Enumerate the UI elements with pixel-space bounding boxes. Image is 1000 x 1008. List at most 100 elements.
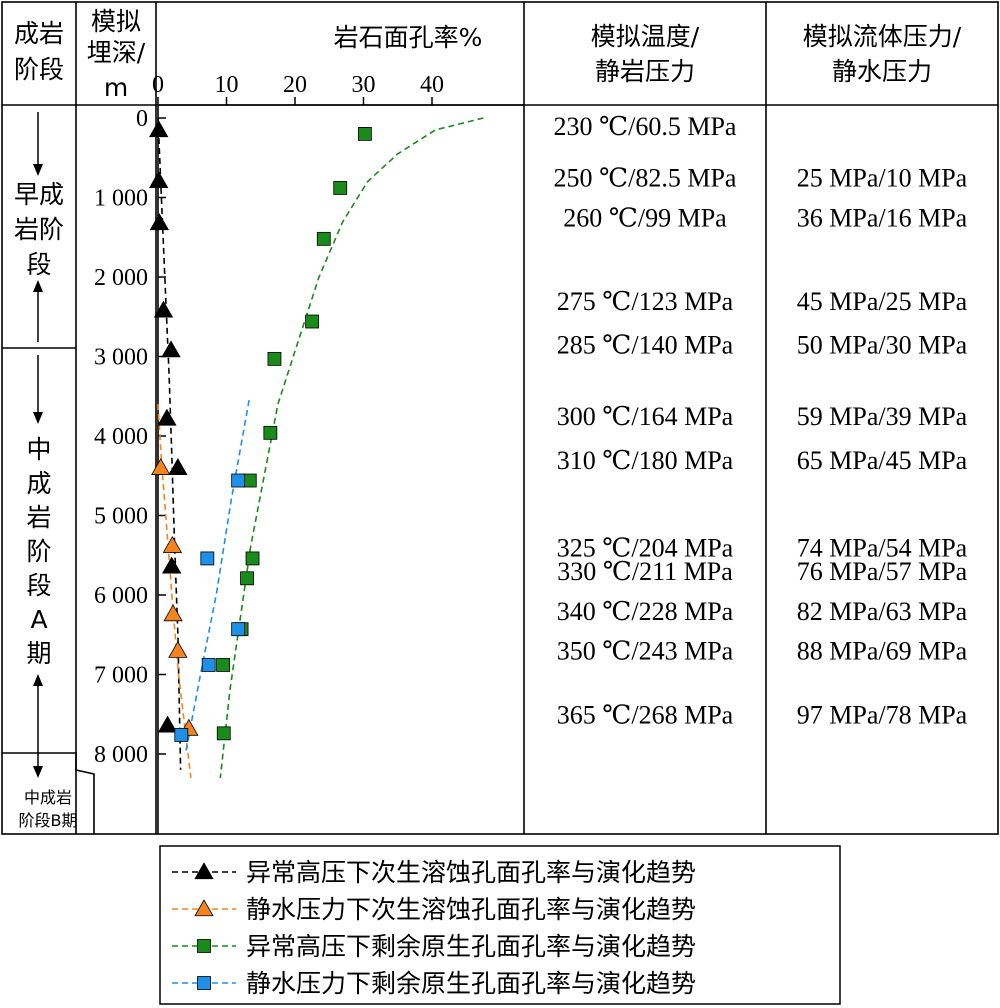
table-frame: [1, 1, 999, 835]
fluid-col-header-line2: 静水压力: [832, 57, 932, 86]
porosity-axis-title: 岩石面孔率%: [334, 23, 483, 52]
temperature-pressure-cell: 350 ℃/243 MPa: [557, 637, 734, 666]
fluid-pressure-cell: 82 MPa/63 MPa: [797, 597, 968, 626]
triangle-marker-series-1: [153, 300, 174, 318]
middle-a-label-4: 阶: [26, 537, 51, 566]
temperature-pressure-cell: 340 ℃/228 MPa: [557, 597, 734, 626]
stage-col-header-line1: 成岩: [14, 19, 64, 48]
y-tick-label: 6 000: [94, 583, 148, 609]
trend-line-series-1: [157, 117, 182, 770]
legend-square-icon: [197, 939, 211, 953]
temperature-pressure-cell: 365 ℃/268 MPa: [557, 700, 734, 729]
square-marker-series-3: [216, 726, 231, 741]
stage-column: 早成 岩阶 段 中 成 岩 阶 段 A 期 中成岩 阶段B期: [14, 112, 78, 830]
triangle-marker-series-2: [163, 604, 183, 622]
legend-triangle-icon: [194, 862, 214, 880]
y-tick-label: 3 000: [94, 345, 148, 371]
y-tick-label: 0: [136, 106, 148, 132]
square-marker-series-4: [174, 728, 189, 742]
square-marker-series-4: [200, 551, 215, 566]
triangle-marker-series-1: [148, 170, 169, 188]
legend-box: [159, 845, 841, 1005]
triangle-marker-series-1: [157, 715, 178, 733]
temperature-pressure-cell: 260 ℃/99 MPa: [563, 203, 727, 232]
fluid-pressure-cell: 36 MPa/16 MPa: [797, 203, 968, 232]
temperature-pressure-cell: 285 ℃/140 MPa: [557, 331, 734, 360]
fluid-pressure-cell: 88 MPa/69 MPa: [797, 637, 968, 666]
y-tick-label: 7 000: [94, 663, 148, 689]
middle-a-label-5: 段: [26, 571, 51, 600]
square-marker-series-3: [240, 571, 254, 586]
temperature-pressure-cell: 250 ℃/82.5 MPa: [554, 164, 737, 193]
middle-b-label-2: 阶段B期: [19, 811, 78, 830]
triangle-marker-series-2: [151, 457, 171, 475]
triangle-marker-series-2: [168, 640, 188, 658]
square-marker-series-3: [305, 314, 320, 329]
depth-col-header-line2: 埋深/: [87, 38, 146, 67]
triangle-marker-series-1: [149, 213, 170, 231]
triangle-marker-series-1: [161, 340, 181, 358]
depth-col-header-line1: 模拟: [91, 7, 141, 36]
early-stage-label-2: 岩阶: [14, 215, 64, 244]
trend-line-series-2: [157, 404, 192, 778]
legend-triangle-icon: [194, 899, 214, 917]
legend-square-icon: [197, 976, 211, 990]
fluid-pressure-cell: 97 MPa/78 MPa: [797, 700, 968, 729]
fluid-col-header-line1: 模拟流体压力/: [803, 22, 962, 51]
y-tick-label: 2 000: [94, 265, 148, 291]
data-markers: [148, 120, 372, 742]
temp-col-header-line1: 模拟温度/: [591, 22, 700, 51]
legend: 异常高压下次生溶蚀孔面孔率与演化趋势静水压力下次生溶蚀孔面孔率与演化趋势异常高压…: [159, 845, 841, 1005]
square-marker-series-3: [267, 351, 282, 366]
x-tick-label: 0: [152, 72, 164, 98]
temperature-pressure-cell: 310 ℃/180 MPa: [557, 446, 734, 475]
fluid-pressure-cell: 45 MPa/25 MPa: [797, 287, 968, 316]
square-marker-series-3: [316, 231, 331, 246]
triangle-marker-series-1: [162, 556, 182, 574]
fluid-pressure-cell: 65 MPa/45 MPa: [797, 446, 968, 475]
depth-col-header-line3: m: [104, 73, 128, 102]
middle-b-label-1: 中成岩: [24, 788, 72, 807]
middle-a-label-1: 中: [26, 435, 51, 464]
x-tick-label: 40: [420, 72, 444, 98]
square-marker-series-3: [333, 181, 348, 195]
x-tick-label: 30: [352, 72, 376, 98]
middle-a-label-2: 成: [26, 469, 51, 498]
legend-label-2: 静水压力下次生溶蚀孔面孔率与演化趋势: [246, 895, 696, 924]
early-stage-label-1: 早成: [14, 180, 64, 209]
trend-line-series-3: [219, 117, 484, 778]
fluid-pressure-cell: 25 MPa/10 MPa: [797, 164, 968, 193]
square-marker-series-4: [231, 473, 246, 488]
temp-col-header-line2: 静岩压力: [595, 57, 695, 86]
y-tick-label: 8 000: [94, 742, 148, 768]
square-marker-series-3: [242, 473, 257, 488]
temperature-pressure-cell: 300 ℃/164 MPa: [557, 402, 734, 431]
fluid-pressure-cell: 50 MPa/30 MPa: [797, 331, 968, 360]
triangle-marker-series-1: [148, 120, 169, 138]
square-marker-series-4: [201, 658, 216, 672]
triangle-marker-series-1: [168, 457, 188, 475]
square-marker-series-3: [216, 658, 230, 672]
y-tick-label: 4 000: [94, 424, 148, 450]
square-marker-series-3: [245, 551, 260, 566]
trend-lines: [157, 117, 484, 778]
x-tick-label: 20: [283, 72, 307, 98]
fluid-pressure-cell: 76 MPa/57 MPa: [797, 557, 968, 586]
temperature-pressure-cell: 330 ℃/211 MPa: [557, 557, 733, 586]
legend-label-3: 异常高压下剩余原生孔面孔率与演化趋势: [246, 932, 696, 961]
y-tick-label: 5 000: [94, 504, 148, 530]
square-marker-series-3: [263, 425, 278, 440]
fluid-pressure-cell: 59 MPa/39 MPa: [797, 402, 968, 431]
x-tick-label: 10: [215, 72, 239, 98]
early-stage-label-3: 段: [26, 250, 51, 279]
middle-a-label-7: 期: [26, 639, 51, 668]
middle-a-label-6: A: [30, 605, 47, 634]
fluid-pressure-cell: 74 MPa/54 MPa: [797, 533, 968, 562]
square-marker-series-4: [231, 622, 246, 637]
triangle-marker-series-2: [162, 535, 183, 553]
temperature-pressure-cell: 275 ℃/123 MPa: [557, 287, 734, 316]
temperature-pressure-cell: 325 ℃/204 MPa: [557, 533, 734, 562]
triangle-marker-series-1: [157, 408, 177, 426]
trend-line-series-4: [184, 400, 250, 755]
